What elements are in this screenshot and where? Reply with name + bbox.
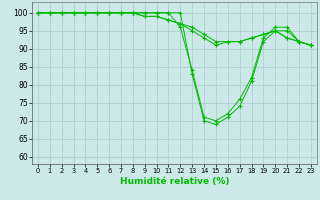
X-axis label: Humidité relative (%): Humidité relative (%) bbox=[120, 177, 229, 186]
